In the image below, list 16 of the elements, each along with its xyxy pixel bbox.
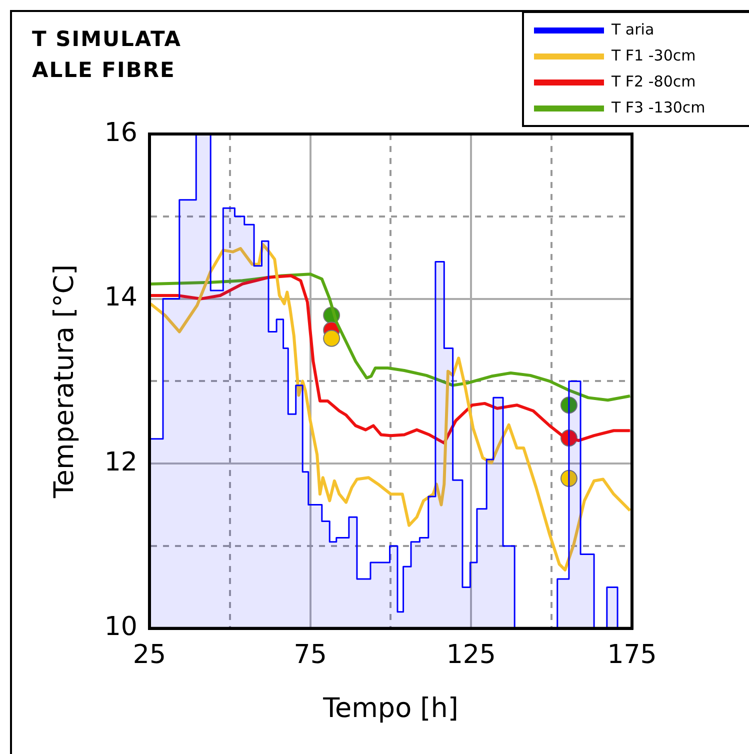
legend-label: T F3 -130cm [610,98,706,116]
y-tick-label: 14 [104,282,138,313]
x-tick-label: 175 [607,640,657,670]
x-axis-title: Tempo [h] [322,692,458,724]
y-tick-label: 10 [104,612,138,642]
legend-label: T aria [610,20,654,38]
point [323,330,340,347]
y-axis-title: Temperatura [°C] [49,264,80,499]
chart-title: T SIMULATA ALLE FIBRE [32,26,182,84]
x-tick-label: 125 [446,640,496,670]
legend-label: T F2 -80cm [610,72,696,90]
y-tick-label: 16 [104,118,138,148]
y-tick-label: 12 [104,447,138,478]
x-tick-label: 75 [294,640,327,670]
x-tick-label: 25 [132,640,166,670]
legend-label: T F1 -30cm [610,46,696,64]
